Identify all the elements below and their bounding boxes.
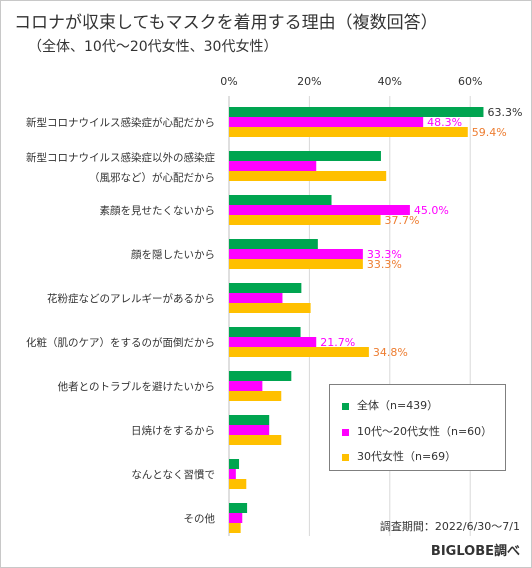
bar-30s-women-3 [229, 259, 363, 269]
legend-label-30s-women: 30代女性（n=69） [357, 450, 457, 463]
bar-total-1 [229, 151, 381, 161]
legend-item-30s-women: 30代女性（n=69） [342, 448, 456, 464]
bar-10s-20s-women-7 [229, 425, 270, 435]
survey-period-note: 調査期間：2022/6/30～7/1 [379, 520, 520, 533]
bar-10s-20s-women-6 [229, 381, 263, 391]
data-label-30s-women-3: 33.3% [367, 258, 402, 271]
category-label-4: 花粉症などのアレルギーがあるから [47, 292, 215, 305]
bar-10s-20s-women-2 [229, 205, 410, 215]
category-label-2: 素顔を見せたくないから [100, 204, 216, 217]
bar-30s-women-5 [229, 347, 369, 357]
x-tick-label-40: 40% [378, 75, 402, 88]
legend-item-total: 全体（n=439） [342, 397, 438, 413]
category-label-5: 化粧（肌のケア）をするのが面倒だから [26, 336, 215, 349]
category-label-1-line-0: 新型コロナウイルス感染症以外の感染症 [26, 151, 215, 164]
bar-10s-20s-women-8 [229, 469, 236, 479]
bar-10s-20s-women-9 [229, 513, 243, 523]
bar-total-9 [229, 503, 248, 513]
data-label-30s-women-5: 34.8% [373, 346, 408, 359]
bar-total-7 [229, 415, 270, 425]
data-label-30s-women-2: 37.7% [385, 214, 420, 227]
legend-label-total: 全体（n=439） [357, 399, 439, 412]
bar-total-3 [229, 239, 318, 249]
legend-item-10s-20s-women: 10代～20代女性（n=60） [342, 423, 492, 439]
category-label-3: 顔を隠したいから [131, 248, 215, 261]
category-label-0: 新型コロナウイルス感染症が心配だから [26, 116, 215, 129]
x-tick-label-0: 0% [220, 75, 237, 88]
bar-30s-women-8 [229, 479, 247, 489]
category-label-6: 他者とのトラブルを避けたいから [58, 380, 215, 393]
category-label-7: 日焼けをするから [131, 425, 215, 437]
data-label-total-0: 63.3% [487, 106, 522, 119]
bar-30s-women-7 [229, 435, 282, 445]
data-labels: 63.3% 48.3% 59.4% 45.0%37.7% 33.3%33.3% 21.7%… [320, 106, 522, 359]
bar-30s-women-0 [229, 127, 468, 137]
bar-total-0 [229, 107, 484, 117]
bar-30s-women-6 [229, 391, 282, 401]
category-label-1-line-1: （風邪など）が心配だから [89, 171, 215, 184]
bars [229, 107, 484, 533]
chart-subtitle: （全体、10代～20代女性、30代女性） [28, 39, 278, 55]
bar-30s-women-9 [229, 523, 241, 533]
bar-total-5 [229, 327, 301, 337]
chart-title: コロナが収束してもマスクを着用する理由（複数回答） [14, 13, 438, 33]
bar-total-8 [229, 459, 240, 469]
bar-30s-women-4 [229, 303, 311, 313]
bar-total-4 [229, 283, 302, 293]
legend-swatch-10s-20s-women [342, 428, 349, 436]
category-label-9: その他 [184, 512, 216, 525]
x-tick-label-20: 20% [297, 75, 321, 88]
x-tick-label-60: 60% [458, 75, 482, 88]
bar-30s-women-1 [229, 171, 387, 181]
data-label-10s-20s-women-2: 45.0% [414, 204, 449, 217]
legend-swatch-30s-women [342, 453, 349, 461]
source-credit: BIGLOBE調べ [430, 544, 520, 559]
bar-10s-20s-women-4 [229, 293, 283, 303]
bar-total-6 [229, 371, 292, 381]
category-label-8: なんとなく習慣で [131, 469, 215, 481]
data-label-10s-20s-women-3: 33.3% [367, 248, 402, 261]
legend: 全体（n=439） 10代～20代女性（n=60） 30代女性（n=69） [329, 384, 506, 471]
data-label-10s-20s-women-0: 48.3% [427, 116, 462, 129]
x-tick-labels: 0% 20% 40% 60% [220, 75, 482, 88]
bar-10s-20s-women-1 [229, 161, 317, 171]
bar-10s-20s-women-0 [229, 117, 424, 127]
bar-total-2 [229, 195, 332, 205]
bar-30s-women-2 [229, 215, 381, 225]
bar-10s-20s-women-3 [229, 249, 363, 259]
legend-swatch-total [342, 402, 349, 410]
legend-label-10s-20s-women: 10代～20代女性（n=60） [357, 425, 493, 438]
bar-10s-20s-women-5 [229, 337, 317, 347]
data-label-10s-20s-women-5: 21.7% [320, 336, 355, 349]
data-label-30s-women-0: 59.4% [472, 126, 507, 139]
